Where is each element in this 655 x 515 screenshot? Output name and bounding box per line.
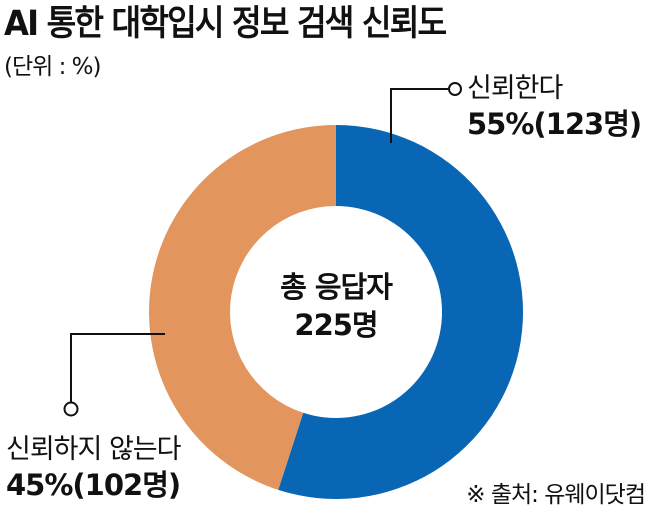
label-distrust-value: 45%(102명) (6, 468, 181, 502)
center-label-title: 총 응답자 (280, 270, 393, 304)
label-trust: 신뢰한다 55%(123명) (467, 72, 642, 142)
leader-dot-trust (448, 82, 462, 96)
label-distrust-name: 신뢰하지 않는다 (6, 434, 181, 465)
leader-dot-distrust (63, 401, 79, 417)
label-trust-name: 신뢰한다 (467, 73, 563, 104)
leader-line-distrust (70, 333, 165, 402)
slice-distrust (149, 125, 336, 490)
chart-title: AI 통한 대학입시 정보 검색 신뢰도 (4, 4, 447, 44)
source-note: ※ 출처: 유웨이닷컴 (466, 482, 646, 508)
leader-line-trust (390, 88, 448, 143)
slice-trust (278, 125, 524, 499)
center-label-total: 225명 (294, 308, 378, 342)
label-trust-value: 55%(123명) (467, 107, 642, 141)
unit-label: (단위 : %) (4, 54, 101, 80)
center-label: 총 응답자 225명 (236, 268, 436, 344)
label-distrust: 신뢰하지 않는다 45%(102명) (6, 433, 181, 503)
